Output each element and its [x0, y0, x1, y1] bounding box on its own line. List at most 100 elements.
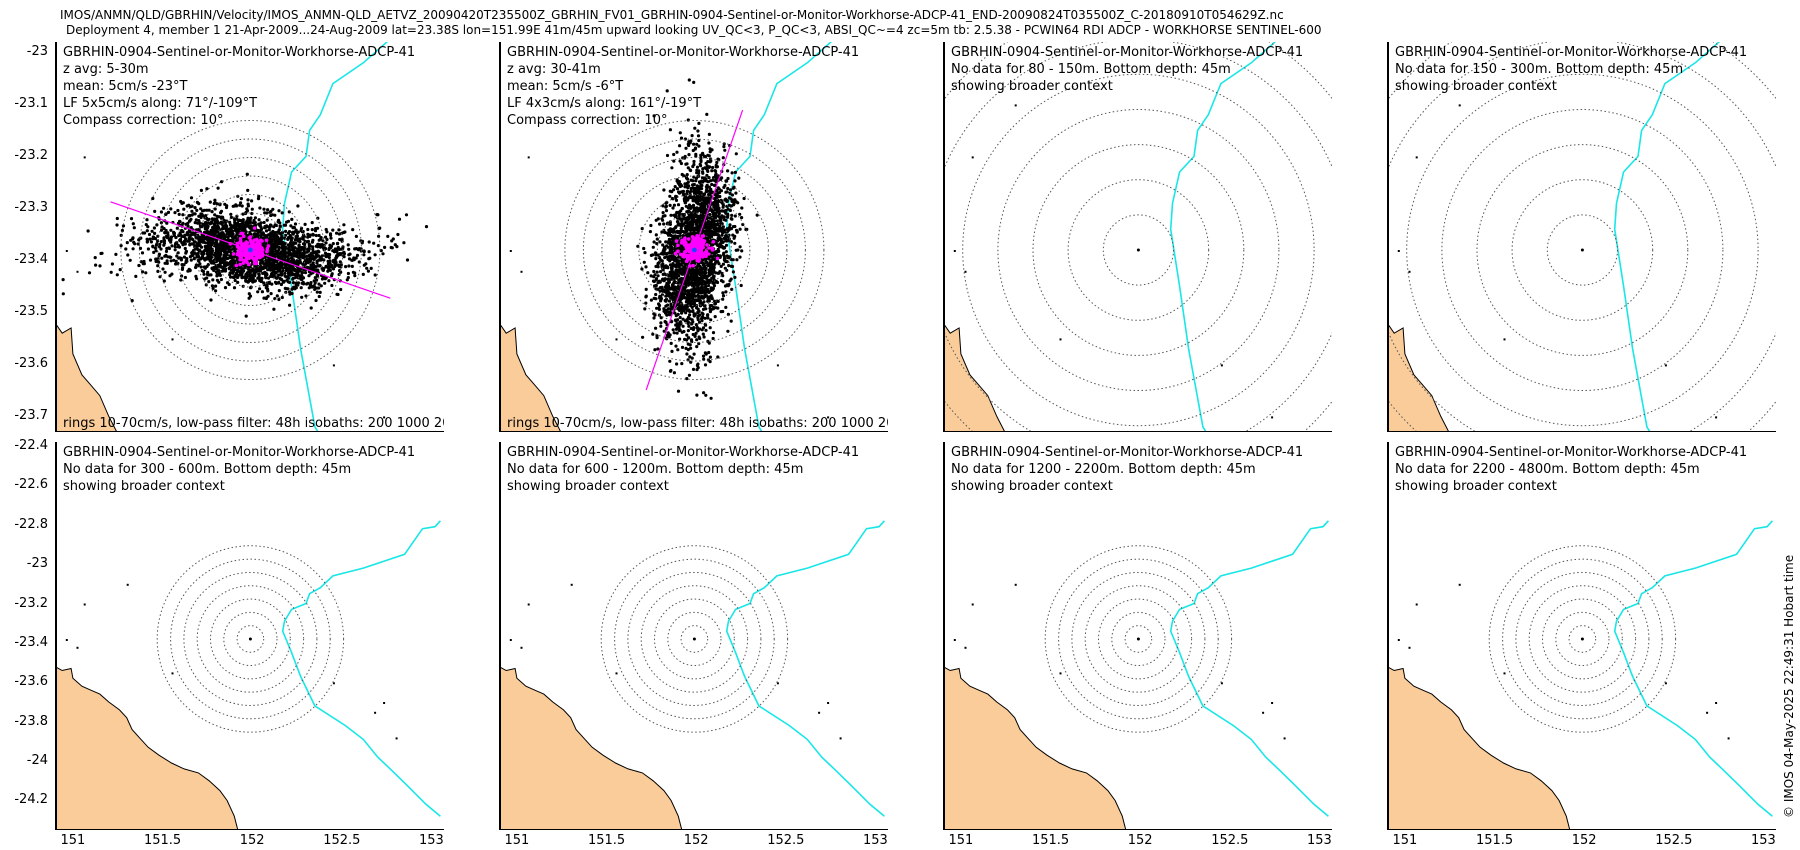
scatter-point: [228, 220, 232, 224]
scatter-point: [159, 247, 163, 251]
scatter-point: [183, 246, 187, 251]
y-tick-label: -23.8: [14, 713, 48, 729]
scatter-point: [346, 271, 350, 276]
scatter-point: [222, 258, 226, 262]
scatter-point: [330, 263, 334, 268]
scatter-point: [94, 263, 98, 267]
scatter-point: [726, 329, 730, 333]
scatter-point: [653, 348, 657, 352]
scatter-point: [726, 186, 730, 191]
scatter-point: [309, 272, 313, 276]
scatter-point: [296, 230, 300, 234]
scatter-point: [686, 177, 690, 181]
scatter-point: [158, 275, 162, 279]
panel-title: GBRHIN-0904-Sentinel-or-Monitor-Workhors…: [63, 45, 416, 60]
lowpass-point: [238, 262, 242, 267]
scatter-point: [673, 185, 677, 189]
scatter-point: [219, 209, 224, 213]
scatter-point: [211, 278, 215, 282]
scatter-point: [718, 245, 722, 249]
scatter-point: [235, 204, 239, 208]
scatter-point: [324, 235, 328, 239]
scatter-point: [683, 319, 687, 323]
scatter-point: [288, 244, 292, 248]
scatter-point: [652, 269, 656, 274]
scatter-point: [674, 274, 678, 278]
scatter-point: [269, 213, 273, 218]
scatter-point: [130, 299, 134, 303]
scatter-point: [333, 247, 337, 251]
scatter-point: [245, 209, 250, 213]
scatter-point: [732, 236, 736, 240]
scatter-point: [376, 213, 380, 217]
scatter-point: [283, 250, 287, 254]
scatter-point: [669, 341, 673, 345]
scatter-point: [163, 254, 167, 258]
scatter-point: [722, 185, 726, 189]
lowpass-point: [246, 251, 250, 255]
scatter-point: [316, 264, 321, 268]
speed-ring-10: [231, 231, 270, 269]
scatter-point: [644, 301, 648, 305]
scatter-point: [146, 247, 150, 251]
scatter-point: [228, 265, 233, 269]
lowpass-point: [234, 263, 239, 268]
scatter-point: [693, 334, 697, 338]
scatter-point: [310, 228, 314, 232]
scatter-point: [191, 231, 195, 235]
scatter-point: [664, 299, 668, 303]
scatter-point: [694, 298, 698, 302]
scatter-point: [728, 279, 732, 283]
lowpass-point: [242, 250, 247, 255]
scatter-point: [232, 261, 237, 265]
scatter-point: [214, 289, 218, 293]
scatter-point: [244, 279, 248, 283]
scatter-point: [240, 224, 244, 228]
scatter-point: [327, 279, 331, 283]
scatter-point: [223, 202, 227, 206]
scatter-point: [180, 241, 184, 245]
scatter-point: [244, 314, 248, 318]
scatter-point: [295, 259, 299, 263]
scatter-point: [61, 292, 65, 296]
scatter-point: [383, 245, 387, 249]
scatter-point: [233, 218, 237, 222]
scatter-point: [169, 255, 173, 259]
scatter-point: [252, 221, 256, 225]
scatter-point: [188, 243, 192, 247]
scatter-point: [307, 254, 311, 258]
scatter-point: [687, 300, 691, 304]
scatter-point: [214, 284, 218, 288]
scatter-point: [258, 206, 262, 210]
scatter-point: [680, 330, 684, 334]
scatter-point: [669, 302, 673, 306]
scatter-point: [177, 219, 182, 223]
scatter-point: [720, 233, 724, 237]
scatter-point: [701, 312, 705, 316]
scatter-point: [264, 275, 268, 279]
scatter-point: [279, 282, 283, 287]
scatter-point: [235, 224, 240, 228]
scatter-point: [726, 312, 730, 316]
scatter-point: [664, 240, 668, 244]
scatter-point: [115, 216, 119, 221]
scatter-point: [212, 232, 216, 236]
scatter-point: [295, 234, 299, 238]
panel-info-line: Compass correction: 10°: [63, 113, 224, 128]
scatter-point: [280, 295, 284, 300]
scatter-point: [706, 160, 710, 164]
scatter-point: [734, 228, 739, 232]
scatter-point: [369, 266, 373, 270]
scatter-point: [685, 333, 689, 337]
scatter-point: [713, 315, 717, 319]
scatter-point: [288, 234, 292, 238]
scatter-point: [288, 265, 292, 269]
scatter-point: [175, 254, 179, 258]
scatter-point: [723, 198, 727, 202]
scatter-point: [110, 262, 114, 266]
scatter-point: [282, 223, 286, 227]
lowpass-point: [257, 249, 261, 253]
x-tick-label: 152.5: [1655, 833, 1693, 848]
scatter-point: [297, 244, 301, 248]
scatter-point: [311, 233, 315, 237]
